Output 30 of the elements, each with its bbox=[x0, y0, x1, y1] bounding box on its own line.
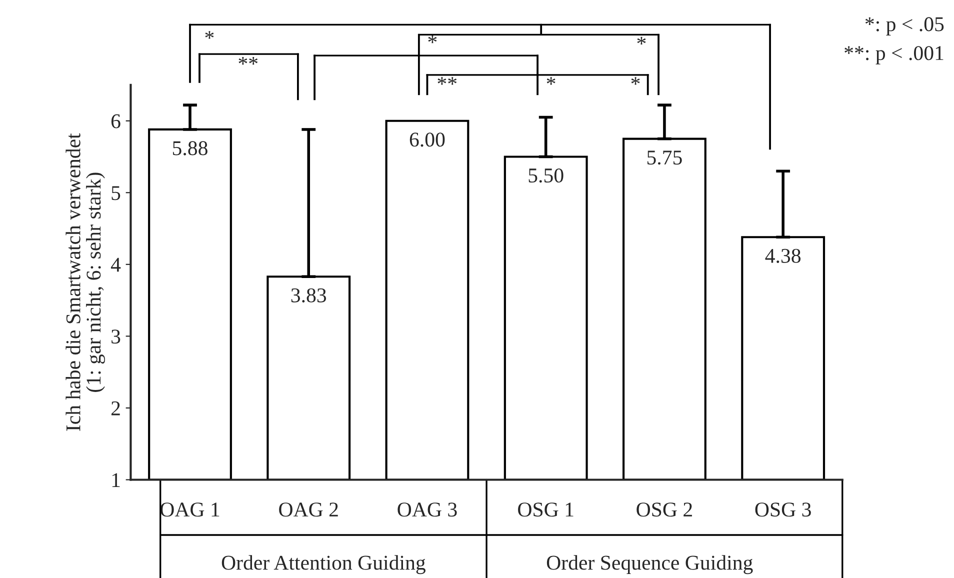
x-tick-label: OSG 1 bbox=[518, 502, 574, 517]
x-tick-label: OSG 2 bbox=[636, 502, 692, 517]
text: Order Attention Guiding bbox=[222, 555, 426, 574]
y-tick-label: 1 bbox=[112, 473, 120, 487]
text: * bbox=[205, 31, 214, 39]
text: ** bbox=[238, 56, 258, 65]
data-label: 5.88 bbox=[172, 141, 208, 156]
data-label: 5.75 bbox=[647, 150, 682, 165]
text: *: p < .05 bbox=[865, 17, 944, 36]
y-tick-label: 4 bbox=[110, 258, 121, 272]
data-label: 5.50 bbox=[528, 168, 564, 183]
text: Order Sequence Guiding bbox=[546, 555, 753, 574]
y-axis-title: Ich habe die Smartwatch verwendet (1: gar nicht, 6: sehr stark) bbox=[66, 133, 106, 431]
data-label: 6.00 bbox=[410, 132, 445, 147]
data-label: 4.38 bbox=[765, 248, 801, 263]
text: * bbox=[546, 77, 556, 85]
text: **: p < .001 bbox=[844, 46, 944, 64]
text: * bbox=[637, 36, 646, 45]
x-tick-label: OAG 2 bbox=[279, 502, 338, 517]
data-label: 3.83 bbox=[291, 288, 326, 302]
text: * bbox=[631, 77, 640, 85]
y-tick-label: 6 bbox=[111, 114, 120, 128]
text: ** bbox=[438, 77, 457, 85]
y-tick-label: 3 bbox=[112, 330, 120, 344]
y-tick-label: 2 bbox=[111, 401, 120, 416]
text: * bbox=[428, 35, 437, 44]
x-tick-label: OSG 3 bbox=[755, 502, 811, 517]
y-tick-label: 5 bbox=[112, 186, 120, 200]
x-tick-label: OAG 1 bbox=[160, 502, 220, 517]
x-tick-label: OAG 3 bbox=[398, 502, 457, 517]
